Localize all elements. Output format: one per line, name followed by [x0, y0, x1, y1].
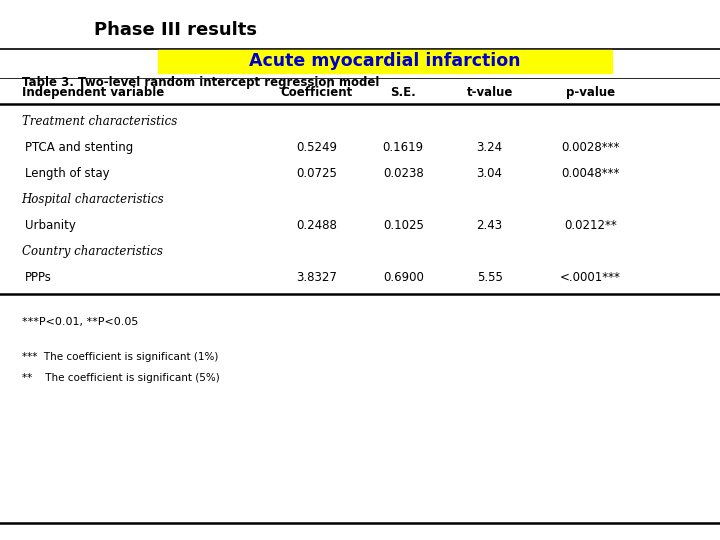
Text: Acute myocardial infarction: Acute myocardial infarction — [249, 52, 521, 70]
Text: Treatment characteristics: Treatment characteristics — [22, 115, 177, 128]
Text: ***  The coefficient is significant (1%): *** The coefficient is significant (1%) — [22, 352, 218, 362]
Text: <.0001***: <.0001*** — [560, 271, 621, 284]
Text: 0.0028***: 0.0028*** — [561, 141, 620, 154]
Text: Length of stay: Length of stay — [25, 167, 110, 180]
Text: 0.1619: 0.1619 — [382, 141, 424, 154]
Text: **    The coefficient is significant (5%): ** The coefficient is significant (5%) — [22, 373, 220, 382]
Text: 0.0212**: 0.0212** — [564, 219, 617, 232]
Text: 0.1025: 0.1025 — [383, 219, 423, 232]
Text: p-value: p-value — [566, 86, 615, 99]
Text: Hospital characteristics: Hospital characteristics — [22, 193, 164, 206]
Text: t-value: t-value — [467, 86, 513, 99]
Text: 0.0725: 0.0725 — [297, 167, 337, 180]
Text: Coefficient: Coefficient — [281, 86, 353, 99]
Text: 3.04: 3.04 — [477, 167, 503, 180]
Text: 0.0238: 0.0238 — [383, 167, 423, 180]
FancyBboxPatch shape — [158, 50, 612, 73]
Text: 0.6900: 0.6900 — [383, 271, 423, 284]
Text: Country characteristics: Country characteristics — [22, 245, 163, 258]
Text: 3.24: 3.24 — [477, 141, 503, 154]
Text: 0.0048***: 0.0048*** — [561, 167, 620, 180]
Text: PPPs: PPPs — [25, 271, 52, 284]
Text: 0.2488: 0.2488 — [297, 219, 337, 232]
Text: Independent variable: Independent variable — [22, 86, 164, 99]
Text: 2.43: 2.43 — [477, 219, 503, 232]
Text: 5.55: 5.55 — [477, 271, 503, 284]
Text: S.E.: S.E. — [390, 86, 416, 99]
Text: 0.5249: 0.5249 — [297, 141, 337, 154]
Text: 3.8327: 3.8327 — [297, 271, 337, 284]
Text: Urbanity: Urbanity — [25, 219, 76, 232]
Text: PTCA and stenting: PTCA and stenting — [25, 141, 133, 154]
Text: Table 3. Two-level random intercept regression model: Table 3. Two-level random intercept regr… — [22, 76, 379, 89]
Text: Phase III results: Phase III results — [94, 21, 256, 39]
Text: ***P<0.01, **P<0.05: ***P<0.01, **P<0.05 — [22, 317, 138, 327]
